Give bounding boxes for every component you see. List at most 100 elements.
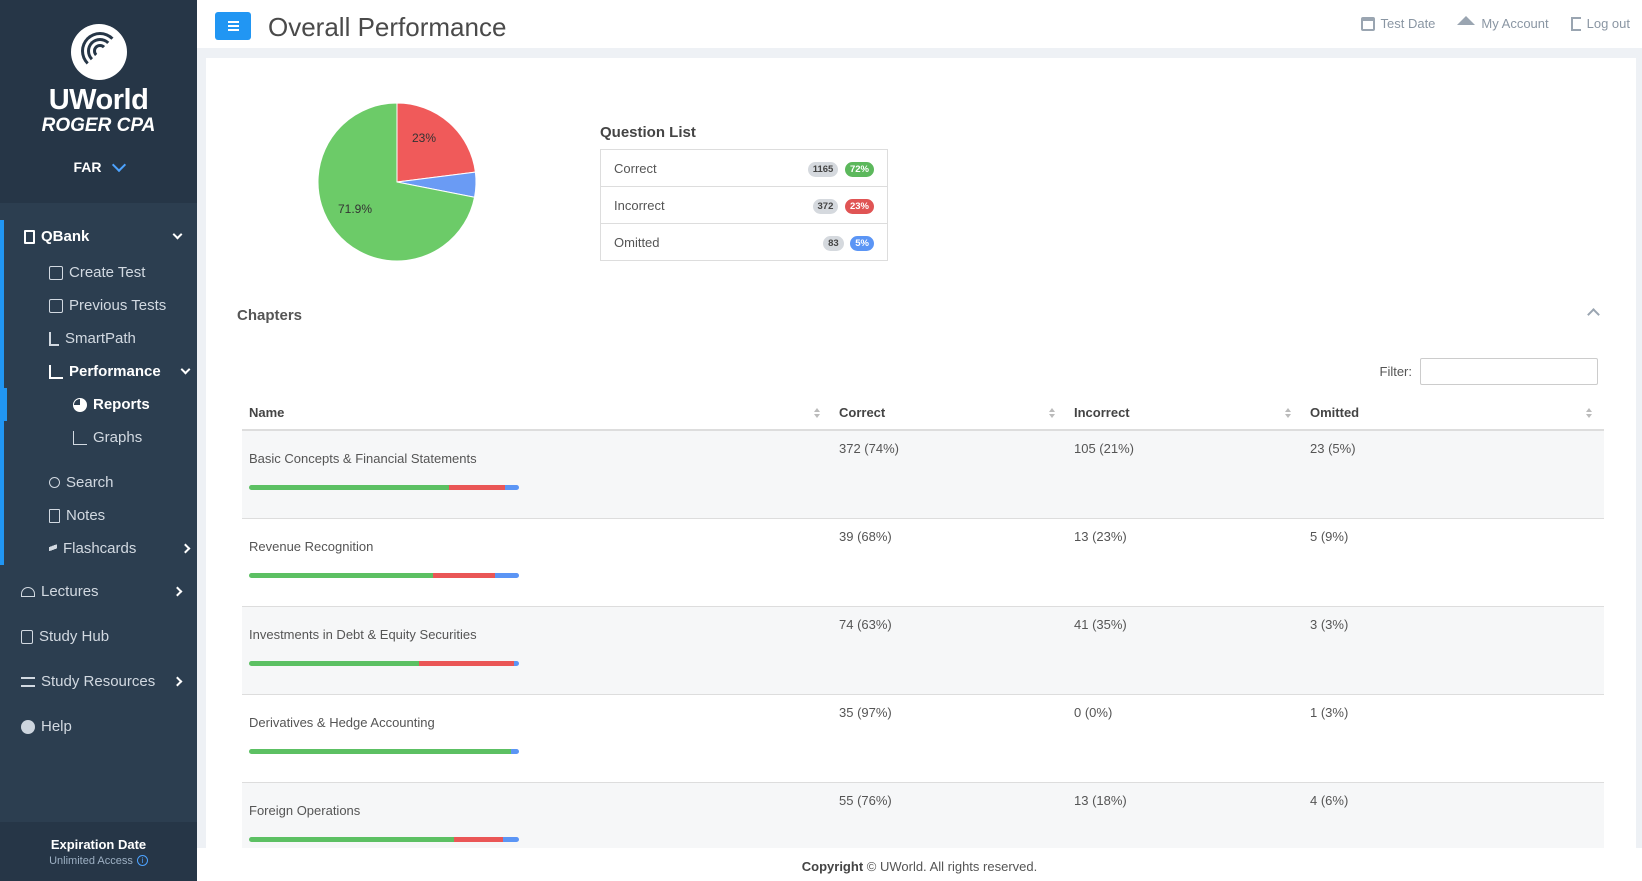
sidebar-item-label: Create Test xyxy=(69,264,146,281)
cell-omitted: 3 (3%) xyxy=(1303,606,1604,695)
count-badge: 1165 xyxy=(807,161,839,177)
cell-incorrect: 13 (18%) xyxy=(1067,782,1303,848)
question-list-row-correct[interactable]: Correct 1165 72% xyxy=(600,149,888,187)
test-date-link[interactable]: Test Date xyxy=(1360,16,1436,31)
table-row[interactable]: Investments in Debt & Equity Securities … xyxy=(242,606,1604,695)
column-header-label: Correct xyxy=(839,405,886,420)
chapter-name: Basic Concepts & Financial Statements xyxy=(249,451,477,466)
column-header-omitted[interactable]: Omitted xyxy=(1303,396,1604,431)
qbank-group: QBank Create Test Previous Tests SmartPa… xyxy=(0,220,197,565)
book-icon xyxy=(21,629,33,644)
list-icon xyxy=(49,298,63,313)
main-panel: 23% 71.9% Question List Correct 1165 72%… xyxy=(206,58,1636,848)
chapter-name: Revenue Recognition xyxy=(249,538,374,554)
chevron-down-icon xyxy=(180,364,191,375)
row-label: Omitted xyxy=(600,223,729,261)
hamburger-icon xyxy=(228,21,239,23)
chevron-right-icon xyxy=(180,543,191,554)
column-header-label: Omitted xyxy=(1310,405,1360,420)
header-links: Test Date My Account Log out xyxy=(1360,16,1630,31)
pie-chart-svg xyxy=(317,102,477,262)
sidebar-nav: QBank Create Test Previous Tests SmartPa… xyxy=(0,220,197,749)
outer-nav: Lectures Study Hub Study Resources Help xyxy=(0,569,197,749)
sidebar-item-help[interactable]: Help xyxy=(0,704,197,749)
question-list: Question List Correct 1165 72% Incorrect… xyxy=(600,124,888,261)
sidebar-item-smartpath[interactable]: SmartPath xyxy=(4,322,197,355)
question-list-row-omitted[interactable]: Omitted 83 5% xyxy=(600,223,888,261)
column-header-label: Name xyxy=(249,405,285,420)
log-out-link[interactable]: Log out xyxy=(1570,16,1630,31)
table-row[interactable]: Derivatives & Hedge Accounting 35 (97%) … xyxy=(242,694,1604,783)
pie-label-correct: 71.9% xyxy=(338,202,373,216)
row-badges: 372 23% xyxy=(728,186,888,224)
row-label: Incorrect xyxy=(600,186,729,224)
my-account-link[interactable]: My Account xyxy=(1457,16,1549,31)
sidebar-item-lectures[interactable]: Lectures xyxy=(0,569,197,614)
row-label: Correct xyxy=(600,149,729,187)
brand-sub: ROGER CPA xyxy=(41,115,156,136)
filter-input[interactable] xyxy=(1420,358,1598,385)
scrollbar[interactable] xyxy=(1636,52,1642,848)
bar-chart-icon xyxy=(49,364,63,379)
table-row[interactable]: Revenue Recognition 39 (68%) 13 (23%) 5 … xyxy=(242,518,1604,607)
menu-toggle-button[interactable] xyxy=(215,12,251,40)
sidebar: UWorld ROGER CPA FAR QBank Create Test P… xyxy=(0,0,197,881)
sidebar-item-create-test[interactable]: Create Test xyxy=(4,256,197,289)
footer: Copyright © UWorld. All rights reserved. xyxy=(197,848,1642,881)
cell-correct: 35 (97%) xyxy=(832,694,1067,783)
chevron-right-icon xyxy=(172,586,183,597)
uworld-logo-icon xyxy=(70,24,127,80)
cell-omitted: 5 (9%) xyxy=(1303,518,1604,607)
brand: UWorld ROGER CPA FAR xyxy=(0,0,197,203)
cell-incorrect: 13 (23%) xyxy=(1067,518,1303,607)
table-row[interactable]: Foreign Operations 55 (76%) 13 (18%) 4 (… xyxy=(242,782,1604,848)
sidebar-item-notes[interactable]: Notes xyxy=(4,499,197,532)
cell-correct: 372 (74%) xyxy=(832,430,1067,519)
row-badges: 83 5% xyxy=(728,223,888,261)
cell-correct: 74 (63%) xyxy=(832,606,1067,695)
home-icon xyxy=(1457,16,1476,25)
progress-bar xyxy=(249,485,519,490)
top-header: Overall Performance Test Date My Account… xyxy=(197,0,1642,52)
sidebar-item-graphs[interactable]: Graphs xyxy=(4,421,197,454)
section-label: FAR xyxy=(73,159,102,175)
sidebar-item-label: Lectures xyxy=(41,583,99,600)
column-header-incorrect[interactable]: Incorrect xyxy=(1067,396,1303,431)
chapter-name: Foreign Operations xyxy=(249,802,361,818)
log-out-label: Log out xyxy=(1586,16,1630,31)
chevron-down-icon xyxy=(172,229,183,240)
table-row[interactable]: Basic Concepts & Financial Statements 37… xyxy=(242,430,1604,519)
section-selector[interactable]: FAR xyxy=(73,157,126,175)
question-list-table: Correct 1165 72% Incorrect 372 23% Omitt… xyxy=(600,149,888,261)
sidebar-item-label: SmartPath xyxy=(65,330,136,347)
footer-bold: Copyright xyxy=(801,859,864,874)
sidebar-item-flashcards[interactable]: Flashcards xyxy=(4,532,197,565)
test-date-label: Test Date xyxy=(1380,16,1436,31)
expiration-sub: Unlimited Access i xyxy=(49,855,148,867)
edit-icon xyxy=(49,265,63,280)
lectern-icon xyxy=(21,586,35,597)
person-walking-icon xyxy=(49,331,59,346)
chevron-up-icon[interactable] xyxy=(1587,308,1600,321)
sidebar-item-reports[interactable]: Reports xyxy=(0,388,197,421)
sidebar-item-study-resources[interactable]: Study Resources xyxy=(0,659,197,704)
column-header-name[interactable]: Name xyxy=(242,396,832,431)
expiration-panel: Expiration Date Unlimited Access i xyxy=(0,822,197,881)
cell-omitted: 1 (3%) xyxy=(1303,694,1604,783)
sidebar-item-qbank[interactable]: QBank xyxy=(4,220,197,253)
cell-correct: 55 (76%) xyxy=(832,782,1067,848)
info-icon[interactable]: i xyxy=(136,855,148,866)
cell-incorrect: 41 (35%) xyxy=(1067,606,1303,695)
sidebar-item-previous-tests[interactable]: Previous Tests xyxy=(4,289,197,322)
question-list-row-incorrect[interactable]: Incorrect 372 23% xyxy=(600,186,888,224)
sidebar-item-performance[interactable]: Performance xyxy=(4,355,197,388)
cell-correct: 39 (68%) xyxy=(832,518,1067,607)
percent-badge: 5% xyxy=(850,235,874,251)
file-icon xyxy=(24,229,35,244)
sidebar-item-label: Graphs xyxy=(93,429,143,446)
column-header-correct[interactable]: Correct xyxy=(832,396,1067,431)
sidebar-item-study-hub[interactable]: Study Hub xyxy=(0,614,197,659)
sidebar-item-search[interactable]: Search xyxy=(4,466,197,499)
resources-icon xyxy=(21,676,35,687)
performance-pie-chart: 23% 71.9% xyxy=(316,101,478,263)
